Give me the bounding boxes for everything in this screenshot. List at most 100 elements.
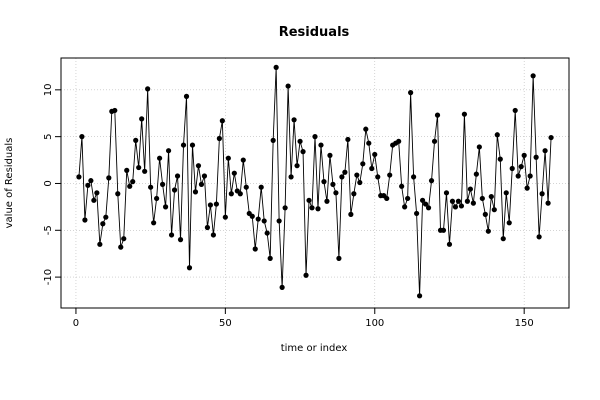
data-point [180,142,187,148]
data-point [309,205,315,211]
data-point [494,132,500,138]
data-point [512,107,518,114]
data-point [282,205,288,211]
data-point [297,138,303,144]
data-point [434,112,441,118]
chart-title: Residuals [279,25,350,40]
data-point [136,164,142,171]
data-point [162,204,169,210]
y-tick-label: -5 [43,225,54,235]
data-point [106,175,112,181]
data-point [97,241,103,247]
series-line-group [78,66,552,297]
data-point [145,86,151,92]
x-axis-label: time or index [281,343,348,354]
data-point [446,241,453,247]
data-point [130,179,136,185]
data-point [240,157,246,163]
data-point [396,138,402,144]
data-point [303,272,309,278]
data-point [539,191,545,197]
data-point [318,142,324,148]
gridlines [61,58,569,308]
data-point [121,236,127,242]
data-point [345,136,351,143]
data-point [491,207,497,213]
y-tick-label: -10 [43,269,54,285]
data-point [139,116,145,122]
data-point [524,185,530,191]
data-point [360,161,366,167]
data-point [476,144,482,150]
data-point [470,200,476,206]
data-point [258,184,264,190]
y-tick-label: 5 [43,133,54,139]
data-point [419,197,426,203]
data-point [342,169,348,175]
data-point [351,191,357,197]
data-point [399,183,405,189]
data-point [497,156,503,162]
data-point [88,178,94,184]
data-point [327,152,333,158]
data-point [411,174,417,180]
data-point [527,173,533,179]
data-point [79,134,85,140]
data-point [354,172,360,178]
data-point [222,214,228,220]
data-point [428,178,435,184]
data-point [315,206,321,212]
data-point [533,154,539,160]
data-point [455,198,462,204]
data-point [449,198,456,204]
data-point [148,184,154,190]
data-point [473,171,479,177]
data-point [195,163,202,169]
data-point [252,246,258,252]
data-point [276,218,282,224]
data-point [333,190,339,196]
data-point [112,107,118,114]
data-point [204,224,211,231]
data-point [300,149,306,155]
data-point [85,182,91,188]
y-tick-label: 0 [43,180,54,186]
data-point [243,184,249,190]
data-point [530,73,536,79]
data-point [216,135,222,142]
data-point [330,181,336,187]
x-tick-label: 100 [365,318,384,329]
data-point [402,204,408,210]
data-point [369,165,375,172]
data-point [100,221,106,227]
data-point [76,174,82,180]
data-point [273,64,279,70]
data-point [306,197,312,203]
data-point [387,172,393,178]
data-point [348,211,354,217]
series-line [78,66,552,297]
data-point [422,201,429,207]
data-point [225,155,231,161]
data-point [509,165,515,172]
data-point [339,174,345,180]
x-axis: 0 50 100 150 [73,307,534,329]
data-point [261,218,267,224]
data-points-group [76,64,554,299]
data-point [157,155,163,161]
data-point [375,174,381,180]
data-point [416,293,423,299]
data-point [103,214,109,220]
data-point [506,220,512,226]
data-point [255,216,261,222]
data-point [213,201,219,207]
data-point [548,134,554,141]
y-tick-label: 10 [43,83,54,96]
data-point [82,217,88,223]
data-point [485,228,491,234]
data-point [291,117,297,123]
data-point [171,187,178,193]
data-point [479,195,485,202]
x-tick-label: 150 [515,318,534,329]
